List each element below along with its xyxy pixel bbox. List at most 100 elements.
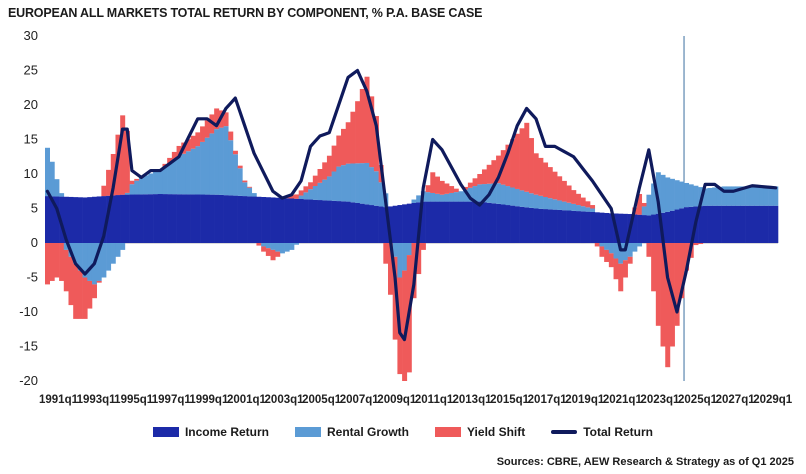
bar-rental-growth [768,186,774,206]
bar-yield-shift [641,202,647,207]
bar-rental-growth [571,203,577,211]
bar-yield-shift [547,167,553,199]
bar-income-return [467,201,473,243]
legend-swatch-income-return [152,427,179,437]
bar-rental-growth [218,127,224,195]
bar-income-return [420,201,426,243]
bar-income-return [745,205,751,243]
bar-yield-shift [594,243,600,247]
bar-yield-shift [571,190,577,204]
bar-income-return [308,199,314,243]
bar-rental-growth [726,186,732,206]
bar-yield-shift [434,176,440,194]
bar-yield-shift [618,263,624,292]
bar-yield-shift [566,185,572,203]
bar-income-return [481,202,487,243]
bar-income-return [669,210,675,243]
bar-rental-growth [524,191,530,208]
bar-income-return [477,201,483,243]
bar-rental-growth [204,137,210,195]
bar-rental-growth [566,202,572,211]
bar-yield-shift [420,243,426,250]
bar-rental-growth [279,243,285,254]
x-tick-label: 1995q1 [114,394,154,406]
bar-rental-growth [773,186,779,206]
bar-rental-growth [665,177,671,212]
bar-income-return [665,211,671,243]
bar-yield-shift [63,249,69,292]
bar-yield-shift [646,243,652,257]
bar-rental-growth [402,243,408,271]
bar-income-return [143,194,149,243]
bar-rental-growth [557,200,563,210]
bar-rental-growth [181,153,187,195]
bar-income-return [496,203,502,243]
bar-yield-shift [308,182,314,190]
bar-income-return [275,197,281,243]
bar-income-return [134,194,140,243]
bar-rental-growth [82,243,88,278]
bar-yield-shift [294,194,300,199]
bar-rental-growth [590,208,596,212]
bar-yield-shift [87,280,93,309]
x-tick-label: 2003q1 [265,394,305,406]
bar-yield-shift [543,162,549,197]
bar-income-return [138,194,144,243]
bar-rental-growth [251,193,257,197]
bar-income-return [251,196,257,243]
bar-rental-growth [749,186,755,206]
bar-income-return [763,205,769,243]
bar-rental-growth [247,187,253,197]
bar-income-return [500,204,506,243]
x-tick-label: 1991q1 [39,394,79,406]
legend-label-income-return: Income Return [184,425,269,439]
bar-rental-growth [265,243,271,249]
bar-yield-shift [214,108,220,130]
bar-rental-growth [270,243,276,250]
bar-rental-growth [63,243,69,250]
y-tick-label: -20 [19,373,38,388]
bar-yield-shift [261,246,267,252]
bar-yield-shift [303,186,309,193]
y-tick-label: 25 [24,63,38,78]
bar-income-return [519,206,525,243]
legend-item-yield-shift: Yield Shift [435,425,525,439]
bar-income-return [707,205,713,243]
bar-yield-shift [684,243,690,271]
bar-yield-shift [364,76,370,163]
bar-yield-shift [698,243,704,245]
bar-rental-growth [745,186,751,206]
bar-rental-growth [167,163,173,195]
bar-yield-shift [383,243,389,264]
bar-yield-shift [552,171,558,200]
bar-income-return [336,201,342,243]
bar-rental-growth [622,243,628,261]
bar-yield-shift [223,112,229,127]
bar-yield-shift [622,260,628,278]
bar-income-return [618,213,624,243]
bar-income-return [157,194,163,243]
bar-income-return [279,197,285,243]
bar-income-return [341,201,347,243]
bar-yield-shift [472,178,478,187]
bar-income-return [148,194,154,243]
bar-income-return [505,205,511,243]
bar-income-return [124,194,130,243]
bar-income-return [388,206,394,243]
bar-yield-shift [557,176,563,201]
bar-income-return [110,195,116,243]
bar-income-return [185,194,191,243]
bar-yield-shift [416,243,422,275]
bar-rental-growth [298,195,304,200]
bar-yield-shift [453,188,459,193]
bar-rental-growth [143,175,149,195]
line-total-return [45,68,778,342]
bar-rental-growth [148,173,154,195]
x-tick-label: 1997q1 [152,394,192,406]
bar-income-return [735,205,741,243]
bar-income-return [425,201,431,243]
bar-rental-growth [120,243,126,250]
bar-yield-shift [110,153,116,196]
bar-yield-shift [510,139,516,188]
bar-income-return [552,209,558,243]
